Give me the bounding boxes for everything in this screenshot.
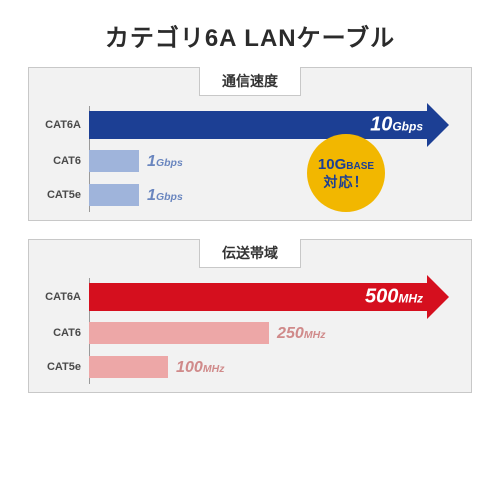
bar-arrow-head [427,275,449,319]
bar-rect [89,356,168,378]
bar-row: CAT6250MHz [89,316,471,350]
bar-value: 100MHz [176,358,224,377]
speed-chart-title: 通信速度 [199,67,301,96]
bar-arrow: 10Gbps [89,111,449,139]
bar-value: 250MHz [277,324,325,343]
bar-row: CAT5e100MHz [89,350,471,384]
bar-label: CAT6A [29,119,85,131]
bar-value: 10Gbps [370,114,423,137]
page-title: カテゴリ6A LANケーブル [0,0,500,67]
badge-line2: 対応！ [324,174,369,190]
bar-label: CAT5e [29,189,85,201]
bar-value: 500MHz [365,286,423,309]
bar-row: CAT6A500MHz [89,278,471,316]
bar-arrow-head [427,103,449,147]
bar-rect [89,322,269,344]
bar-arrow: 500MHz [89,283,449,311]
bandwidth-chart: 伝送帯域 CAT6A500MHzCAT6250MHzCAT5e100MHz [28,239,472,393]
badge-10gbase: 10GBASE 対応！ [307,134,385,212]
bandwidth-chart-title: 伝送帯域 [199,239,301,268]
bandwidth-bars-area: CAT6A500MHzCAT6250MHzCAT5e100MHz [29,278,471,384]
bar-label: CAT6 [29,327,85,339]
bar-label: CAT6 [29,155,85,167]
badge-line1: 10GBASE [318,156,374,173]
bar-row: CAT5e1Gbps [89,178,471,212]
bar-row: CAT61Gbps [89,144,471,178]
bar-rect [89,184,139,206]
bar-value: 1Gbps [147,186,183,205]
bar-value: 1Gbps [147,152,183,171]
bar-row: CAT6A10Gbps [89,106,471,144]
bar-label: CAT6A [29,291,85,303]
bar-label: CAT5e [29,361,85,373]
speed-chart: 通信速度 CAT6A10GbpsCAT61GbpsCAT5e1Gbps 10GB… [28,67,472,221]
speed-bars-area: CAT6A10GbpsCAT61GbpsCAT5e1Gbps [29,106,471,212]
bar-rect [89,150,139,172]
